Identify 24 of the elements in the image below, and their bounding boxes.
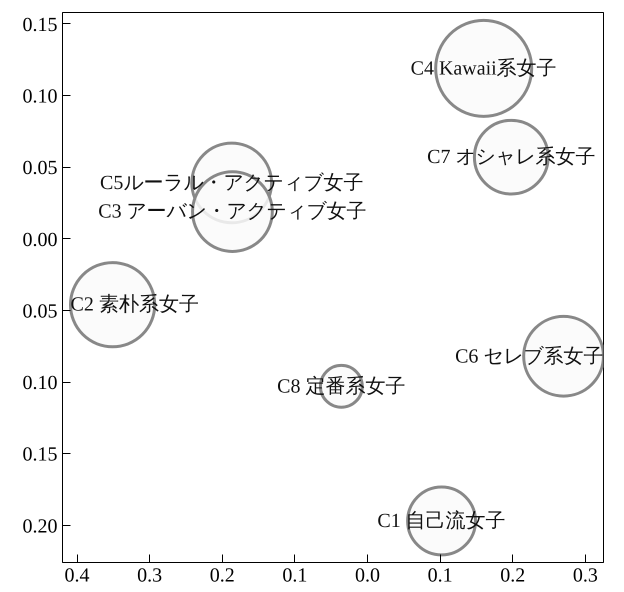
annotation: C5ルーラル・アクティブ女子 (100, 172, 364, 194)
y-tick-label: 0.05 (22, 300, 58, 322)
annotation: C2 素朴系女子 (70, 294, 199, 316)
y-tick-label: 0.10 (22, 86, 58, 108)
annotation: C3 アーバン・アクティブ女子 (98, 200, 367, 223)
x-tick-label: 0.3 (572, 564, 598, 586)
annotation: C4 Kawaii系女子 (410, 57, 557, 80)
annotation: C8 定番系女子 (277, 375, 406, 398)
y-tick-label: 0.20 (22, 515, 58, 538)
y-tick-label: 0.15 (22, 444, 58, 466)
x-tick-label: 0.0 (354, 564, 380, 586)
x-tick-label: 0.2 (210, 564, 235, 586)
x-tick-label: 0.2 (500, 564, 526, 586)
annotation: C7 オシャレ系女子 (427, 146, 596, 168)
y-tick-label: 0.10 (22, 372, 58, 394)
x-tick-label: 0.4 (64, 564, 90, 586)
y-tick-label: 0.00 (22, 228, 58, 251)
x-tick-label: 0.3 (137, 564, 162, 586)
x-tick-label: 0.1 (282, 564, 308, 586)
annotation: C1 自己流女子 (377, 510, 506, 532)
x-tick-label: 0.1 (428, 564, 453, 586)
y-tick-label: 0.15 (22, 14, 58, 36)
annotation: C6 セレブ系女子 (455, 345, 604, 368)
y-tick-label: 0.05 (22, 157, 58, 180)
